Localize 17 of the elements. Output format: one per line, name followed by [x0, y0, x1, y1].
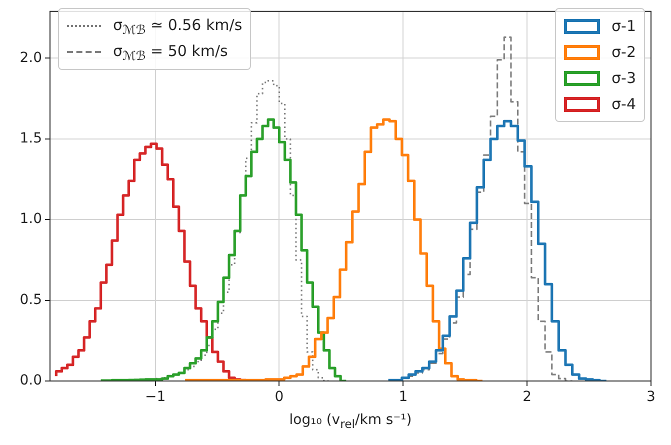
y-tick-label: 0.0	[20, 372, 42, 389]
x-tick-label: 2	[522, 389, 532, 406]
legend-label: σ$_{ℳℬ}$ = 50 km/s	[113, 42, 228, 62]
x-tick-label: 3	[646, 389, 656, 406]
legend-label: σ$_{ℳℬ}$ ≃ 0.56 km/s	[113, 16, 242, 36]
y-tick-label: 0.5	[20, 292, 42, 308]
x-tick-label: 0	[274, 389, 284, 406]
legend-label: σ-2	[612, 43, 636, 61]
y-tick-label: 1.0	[20, 211, 42, 228]
y-tick-label: 2.0	[20, 50, 42, 66]
x-axis-title: log₁₀ (v$_{rel}$/km s⁻¹)	[288, 412, 413, 431]
legend-label: σ-3	[612, 69, 636, 87]
legend-label: σ-4	[612, 95, 636, 113]
legend-label: σ-1	[612, 17, 636, 35]
x-tick-label: −1	[145, 389, 166, 406]
y-tick-label: 1.5	[20, 130, 42, 147]
x-tick-label: 1	[398, 389, 408, 406]
